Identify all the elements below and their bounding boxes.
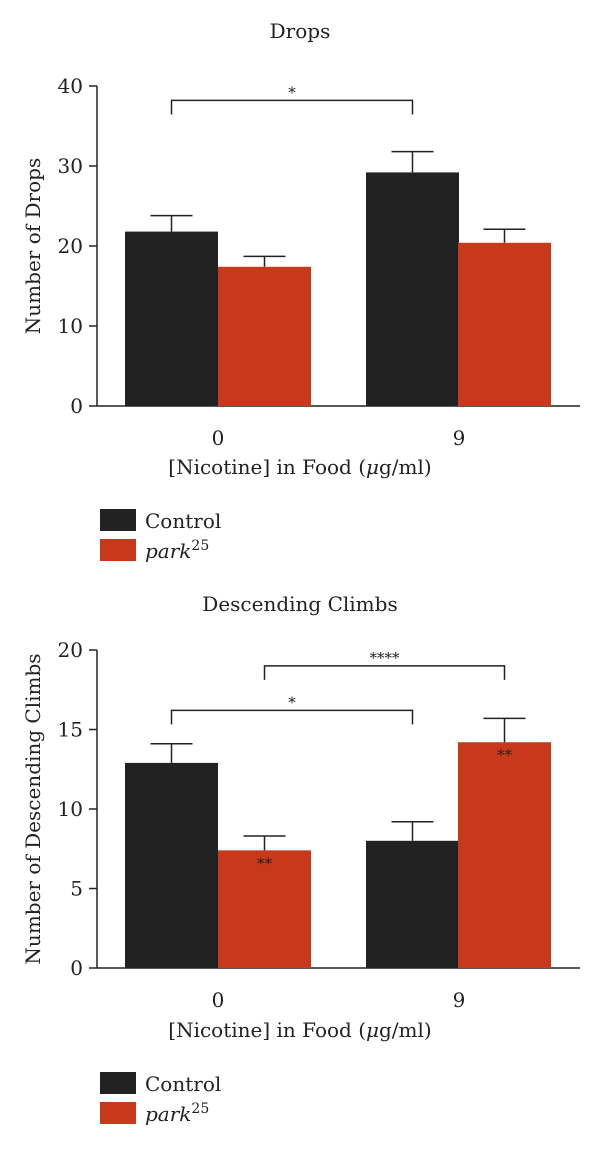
legend-swatch: [100, 509, 136, 531]
legend-swatch: [100, 539, 136, 561]
bar: [125, 231, 218, 406]
bar: [125, 762, 218, 968]
chart-title: Descending Climbs: [202, 592, 397, 616]
x-tick-label: 0: [212, 426, 225, 450]
legend-label: Control: [145, 1072, 221, 1096]
legend-label: park25: [145, 1101, 209, 1126]
legend-label: Control: [145, 509, 221, 533]
bar: [458, 742, 551, 968]
bracket-label: *: [288, 83, 296, 101]
legend-swatch: [100, 1102, 136, 1124]
bar: [458, 242, 551, 406]
y-tick-label: 0: [70, 394, 83, 418]
chart-title: Drops: [270, 19, 331, 43]
significance-mark: **: [257, 854, 273, 872]
x-tick-label: 0: [212, 988, 225, 1012]
significance-bracket: [263, 665, 506, 680]
y-axis-label: Number of Descending Climbs: [21, 653, 45, 964]
x-axis-label: [Nicotine] in Food (μg/ml): [168, 1018, 431, 1042]
y-tick-label: 20: [58, 234, 83, 258]
x-tick-label: 9: [453, 426, 466, 450]
y-tick-label: 40: [58, 74, 83, 98]
bar: [366, 172, 459, 406]
legend-swatch: [100, 1072, 136, 1094]
y-tick-label: 5: [70, 877, 83, 901]
bracket-label: *: [288, 693, 296, 711]
y-tick-label: 10: [58, 314, 83, 338]
bracket-label: ****: [370, 649, 401, 667]
significance-mark: **: [497, 746, 513, 764]
y-tick-label: 0: [70, 956, 83, 980]
x-axis-label: [Nicotine] in Food (μg/ml): [168, 455, 431, 479]
bar: [366, 840, 459, 968]
y-tick-label: 30: [58, 154, 83, 178]
bar: [218, 266, 311, 406]
y-tick-label: 15: [58, 718, 83, 742]
y-tick-label: 20: [58, 638, 83, 662]
significance-bracket: [170, 99, 414, 115]
y-tick-label: 10: [58, 797, 83, 821]
x-tick-label: 9: [453, 988, 466, 1012]
significance-bracket: [170, 709, 414, 725]
legend-label: park25: [145, 538, 209, 563]
bar: [218, 850, 311, 968]
y-axis-label: Number of Drops: [21, 158, 45, 334]
